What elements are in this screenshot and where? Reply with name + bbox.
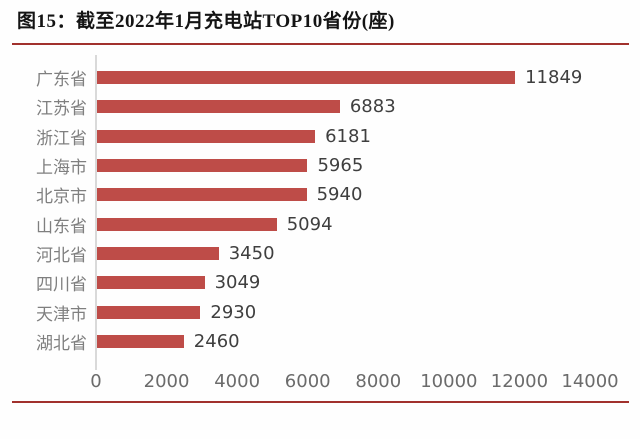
- x-tick-label: 8000: [355, 371, 402, 392]
- value-label: 2460: [193, 330, 240, 352]
- category-label: 江苏省: [36, 99, 87, 119]
- value-label: 5940: [316, 184, 363, 206]
- bar-row: 浙江省 6181: [0, 122, 640, 151]
- bar: [97, 246, 219, 260]
- bar: [97, 100, 340, 114]
- category-label: 广东省: [36, 70, 87, 90]
- bar-row: 湖北省 2460: [0, 327, 640, 356]
- bar-track: 3450: [94, 239, 640, 268]
- value-label: 3049: [214, 272, 261, 294]
- bar: [97, 188, 307, 202]
- bar-row: 上海市 5965: [0, 151, 640, 180]
- category-label: 上海市: [36, 158, 87, 178]
- value-label: 11849: [525, 67, 583, 89]
- category-label: 河北省: [36, 245, 87, 265]
- bar-track: 5940: [94, 180, 640, 209]
- x-tick-label: 14000: [561, 371, 619, 392]
- category-label: 四川省: [36, 275, 87, 295]
- x-tick-label: 10000: [420, 371, 478, 392]
- bar-track: 3049: [94, 268, 640, 297]
- bottom-divider-rule: [12, 401, 629, 403]
- bar: [97, 217, 277, 231]
- category-label: 北京市: [36, 187, 87, 207]
- bar-row: 天津市 2930: [0, 297, 640, 326]
- x-tick-label: 4000: [214, 371, 261, 392]
- category-label: 天津市: [36, 304, 87, 324]
- bar-track: 6181: [94, 122, 640, 151]
- bar: [97, 276, 205, 290]
- figure-title: 图15：截至2022年1月充电站TOP10省份(座): [17, 11, 395, 32]
- category-label: 湖北省: [36, 333, 87, 353]
- bar-row: 江苏省 6883: [0, 92, 640, 121]
- value-label: 6181: [325, 125, 371, 147]
- bar-track: 6883: [94, 92, 640, 121]
- x-axis: 0 2000 4000 6000 8000 10000 12000 14000: [90, 371, 618, 395]
- value-label: 6883: [349, 96, 396, 118]
- value-label: 2930: [210, 301, 257, 323]
- bar-track: 11849: [94, 63, 640, 92]
- bar-row: 北京市 5940: [0, 180, 640, 209]
- category-label: 山东省: [36, 216, 87, 236]
- x-tick-label: 6000: [284, 371, 331, 392]
- bar: [97, 159, 308, 173]
- category-label: 浙江省: [36, 128, 87, 148]
- bar-track: 2930: [94, 297, 640, 326]
- bar-row: 山东省 5094: [0, 209, 640, 238]
- bar-track: 5965: [94, 151, 640, 180]
- y-axis-line: [95, 55, 97, 370]
- x-tick-label: 0: [90, 371, 102, 392]
- top-divider-rule: [12, 43, 629, 45]
- bar-track: 2460: [94, 327, 640, 356]
- x-tick-label: 2000: [143, 371, 190, 392]
- bar-rows: 广东省 11849 江苏省 6883 浙江省 6181 上海市 5965 北京市 5940 山东省 5…: [0, 63, 640, 356]
- bar-row: 四川省 3049: [0, 268, 640, 297]
- value-label: 3450: [228, 242, 275, 264]
- bar-chart: 广东省 11849 江苏省 6883 浙江省 6181 上海市 5965 北京市 5940 山东省 5…: [0, 55, 640, 400]
- bar-row: 河北省 3450: [0, 239, 640, 268]
- bar: [97, 129, 316, 143]
- value-label: 5965: [317, 155, 364, 177]
- value-label: 5094: [286, 213, 333, 235]
- bar: [97, 71, 516, 85]
- bar-row: 广东省 11849: [0, 63, 640, 92]
- bar-track: 5094: [94, 209, 640, 238]
- bar: [97, 305, 201, 319]
- bar: [97, 334, 184, 348]
- x-tick-label: 12000: [490, 371, 549, 392]
